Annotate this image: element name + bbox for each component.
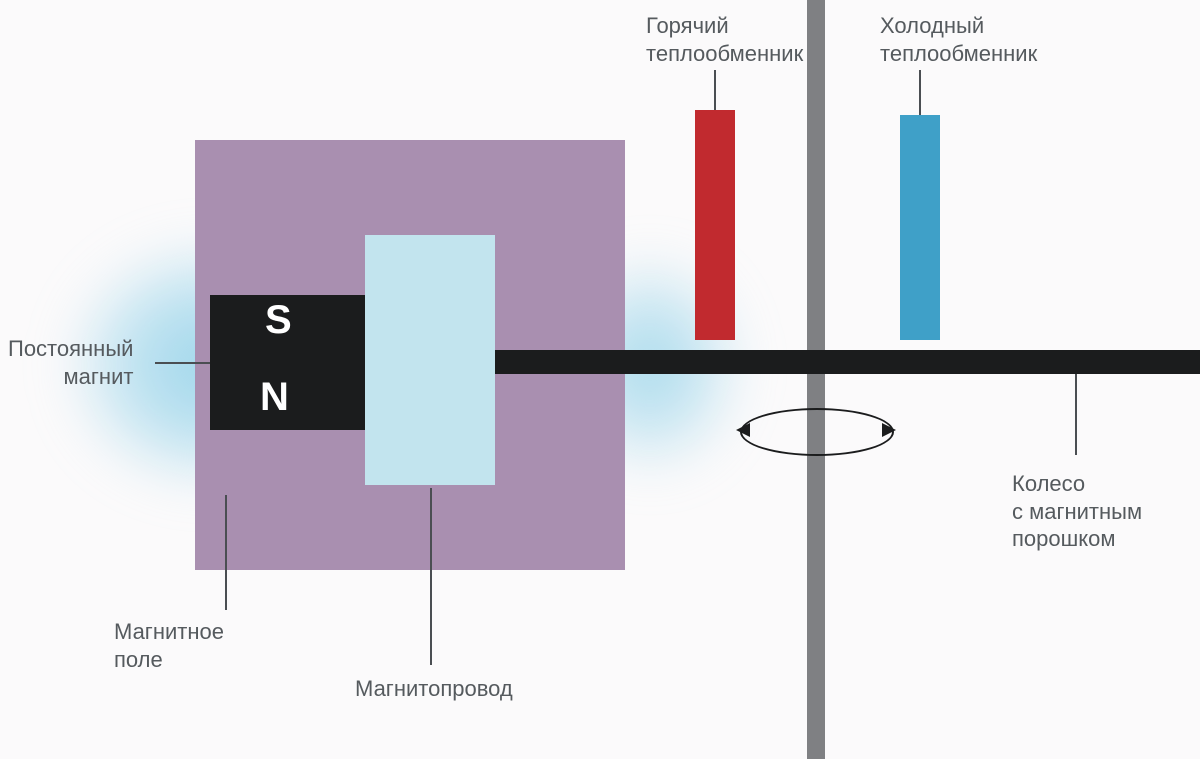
leader-magnet — [155, 362, 210, 364]
label-cold-exchanger: Холодный теплообменник — [880, 12, 1037, 67]
vertical-shaft — [807, 0, 825, 759]
label-wheel: Колесо с магнитным порошком — [1012, 470, 1142, 553]
leader-cold — [919, 70, 921, 115]
diagram-canvas: S N Горячий теплообменник Холодный тепло… — [0, 0, 1200, 759]
cold-exchanger-block — [900, 115, 940, 340]
rotation-arrow-left — [736, 423, 750, 437]
label-magnet-circuit: Магнитопровод — [355, 675, 513, 703]
label-magnetic-field: Магнитное поле — [114, 618, 224, 673]
pole-n-label: N — [260, 375, 289, 420]
rotation-indicator — [740, 408, 894, 456]
pole-s-label: S — [265, 298, 292, 343]
leader-wheel — [1075, 374, 1077, 455]
pole-gap — [365, 235, 495, 485]
rotation-arrow-right — [882, 423, 896, 437]
leader-hot — [714, 70, 716, 110]
label-hot-exchanger: Горячий теплообменник — [646, 12, 803, 67]
label-permanent-magnet: Постоянный магнит — [8, 335, 133, 390]
hot-exchanger-block — [695, 110, 735, 340]
leader-circuit — [430, 488, 432, 665]
horizontal-shaft — [495, 350, 1200, 374]
leader-field — [225, 495, 227, 610]
